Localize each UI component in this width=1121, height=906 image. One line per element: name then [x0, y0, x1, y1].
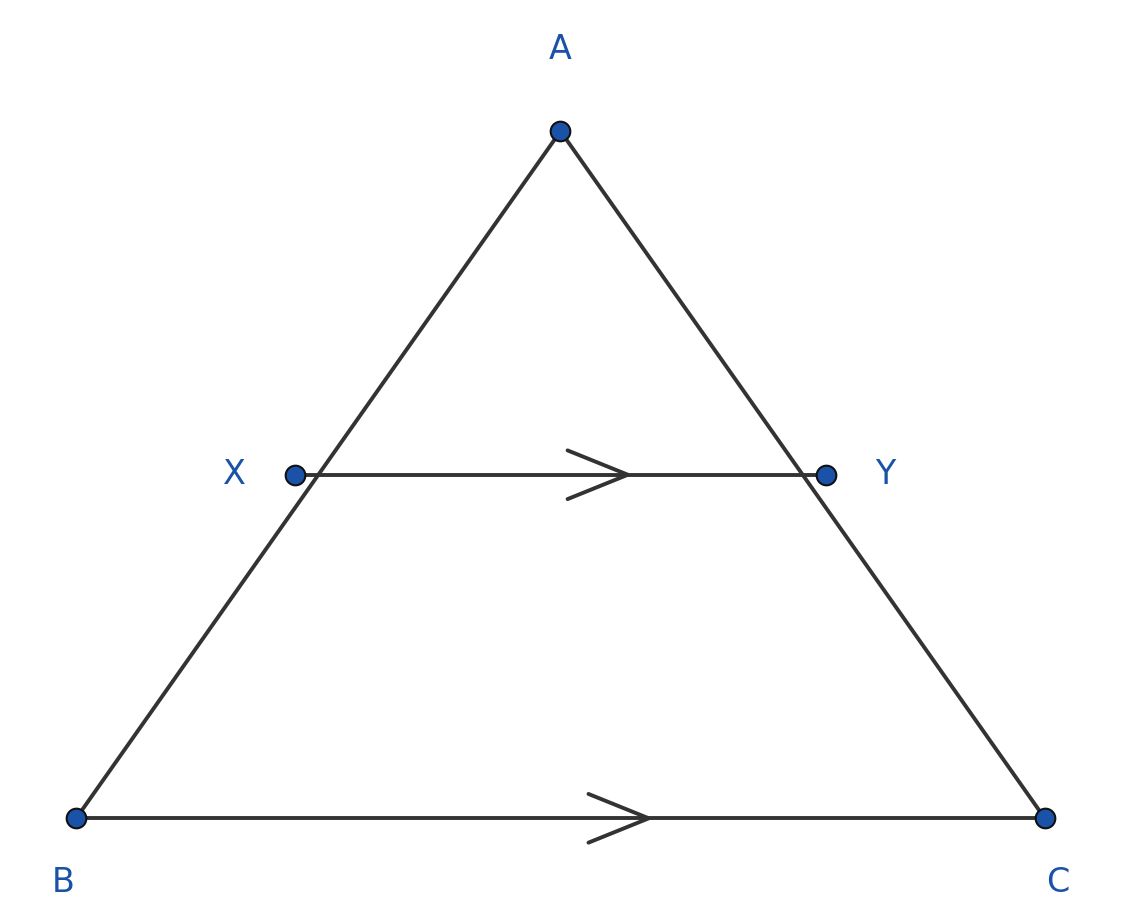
Text: C: C [1046, 866, 1069, 899]
Point [286, 467, 304, 482]
Point [1036, 811, 1054, 825]
Point [67, 811, 85, 825]
Point [552, 124, 569, 139]
Text: A: A [549, 33, 572, 66]
Text: Y: Y [874, 458, 895, 491]
Point [817, 467, 835, 482]
Text: B: B [52, 866, 75, 899]
Text: X: X [223, 458, 247, 491]
